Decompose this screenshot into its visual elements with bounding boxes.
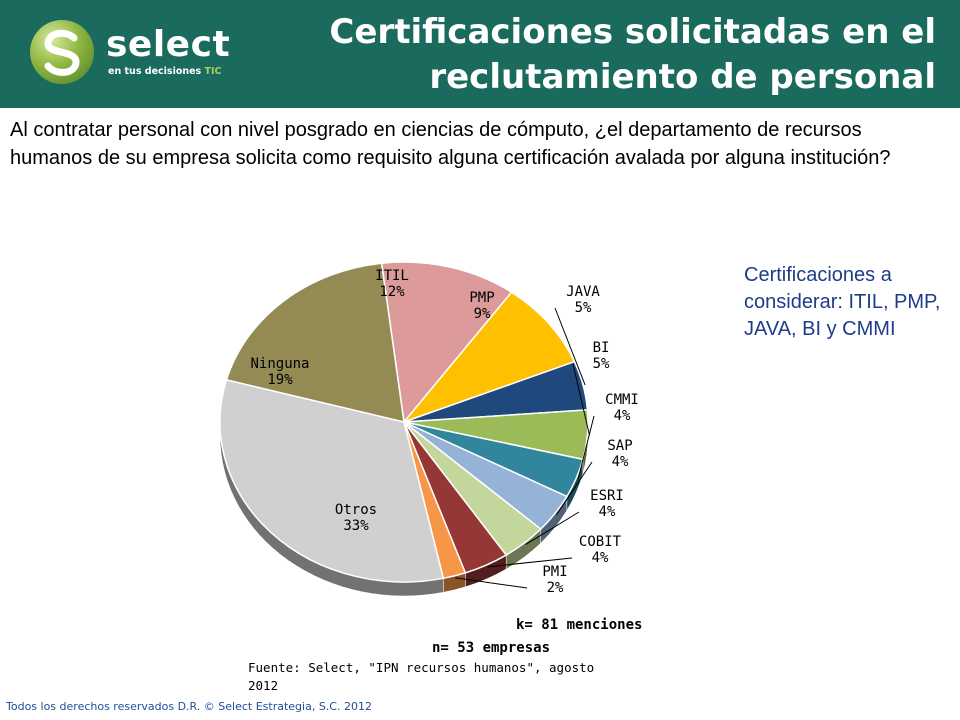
slice-value-itil: 12% xyxy=(379,284,405,300)
slice-value-pmi: 2% xyxy=(547,580,564,596)
pie-slice-otros xyxy=(219,378,445,583)
certifications-note: Certificaciones a considerar: ITIL, PMP,… xyxy=(744,264,941,340)
slice-label-ninguna: Ninguna xyxy=(250,356,309,372)
slice-label-sap: SAP xyxy=(607,438,632,454)
slice-label-java: JAVA xyxy=(566,284,600,300)
logo-wordmark: select xyxy=(106,24,231,65)
slice-label-pmp: PMP xyxy=(469,290,494,306)
slice-label-pmi: PMI xyxy=(542,564,567,580)
slice-label-bi: BI xyxy=(593,340,610,356)
slice-label-itil: ITIL xyxy=(375,268,409,284)
mentions-count: k= 81 menciones xyxy=(516,617,643,633)
logo-tagline-text: en tus decisiones xyxy=(108,66,202,77)
slice-value-esri: 4% xyxy=(599,504,616,520)
pie-slice-pmp xyxy=(401,291,576,424)
slice-value-cobit: 4% xyxy=(592,550,609,566)
slice-value-java: 5% xyxy=(575,300,592,316)
slice-label-esri: ESRI xyxy=(590,488,624,504)
pie-slice-ninguna xyxy=(225,262,405,423)
slice-value-bi: 5% xyxy=(593,356,610,372)
select-logo-icon xyxy=(30,20,94,84)
header-bar: select en tus decisiones TIC Certificaci… xyxy=(0,0,960,108)
leader-line-sap xyxy=(556,461,593,515)
slice-label-otros: Otros xyxy=(335,502,377,518)
companies-count: n= 53 empresas xyxy=(432,640,551,656)
footer-copyright: Todos los derechos reservados D.R. © Sel… xyxy=(6,700,372,713)
slice-value-ninguna: 19% xyxy=(267,372,293,388)
logo-tagline-accent: TIC xyxy=(204,66,222,77)
pie-slice-itil xyxy=(380,261,513,424)
slice-value-sap: 4% xyxy=(612,454,629,470)
slice-value-cmmi: 4% xyxy=(614,408,631,424)
logo-tagline: en tus decisiones TIC xyxy=(108,66,222,77)
source-line-1: Fuente: Select, "IPN recursos humanos", … xyxy=(248,660,595,675)
survey-question: Al contratar personal con nivel posgrado… xyxy=(10,119,891,169)
page-title: Certificaciones solicitadas en el reclut… xyxy=(329,12,936,97)
source-line-2: 2012 xyxy=(248,678,279,693)
slice-value-pmp: 9% xyxy=(474,306,491,322)
leader-line-bi xyxy=(572,363,590,436)
slice-value-otros: 33% xyxy=(343,518,369,534)
leader-line-cmmi xyxy=(577,415,595,480)
leader-line-pmi xyxy=(454,577,528,589)
slice-label-cobit: COBIT xyxy=(579,534,622,550)
slice-label-cmmi: CMMI xyxy=(605,392,639,408)
leader-line-esri xyxy=(525,511,580,545)
leader-line-java xyxy=(554,307,586,386)
leader-line-cobit xyxy=(487,557,573,568)
